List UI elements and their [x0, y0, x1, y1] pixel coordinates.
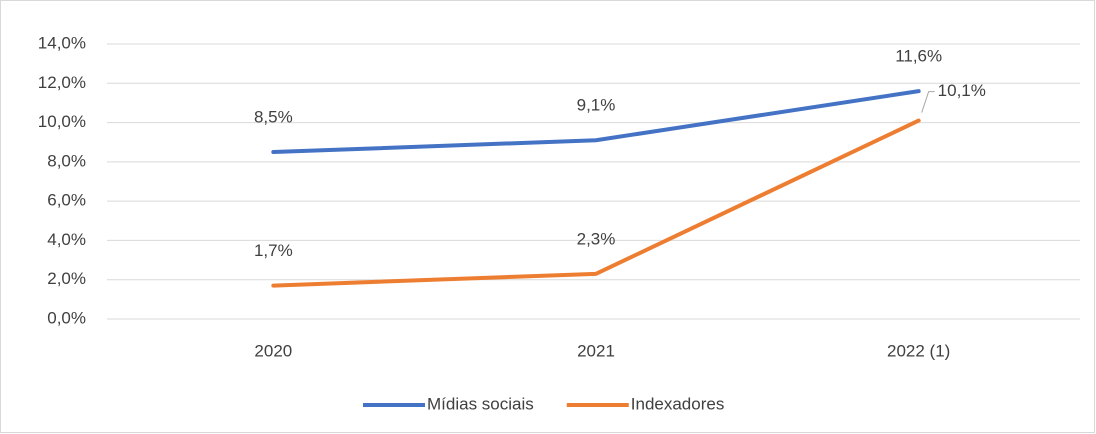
data-label: 9,1%	[577, 96, 616, 115]
x-tick-label: 2021	[577, 341, 615, 360]
leader-line	[921, 91, 935, 113]
y-tick-label: 4,0%	[47, 230, 86, 249]
y-tick-label: 6,0%	[47, 191, 86, 210]
legend-label: Mídias sociais	[427, 394, 534, 413]
x-tick-label: 2022 (1)	[887, 341, 950, 360]
y-tick-label: 8,0%	[47, 151, 86, 170]
data-label: 11,6%	[895, 47, 942, 66]
y-tick-label: 14,0%	[38, 33, 86, 52]
y-tick-label: 10,0%	[38, 112, 86, 131]
x-tick-label: 2020	[254, 341, 292, 360]
series-line	[271, 89, 921, 155]
data-label: 1,7%	[254, 241, 293, 260]
y-tick-label: 12,0%	[38, 73, 86, 92]
data-label: 2,3%	[577, 229, 616, 248]
y-tick-label: 0,0%	[47, 308, 86, 327]
data-label: 8,5%	[254, 108, 293, 127]
legend-label: Indexadores	[631, 394, 725, 413]
series-line	[271, 118, 921, 288]
y-tick-label: 2,0%	[47, 269, 86, 288]
data-label: 10,1%	[938, 81, 986, 100]
